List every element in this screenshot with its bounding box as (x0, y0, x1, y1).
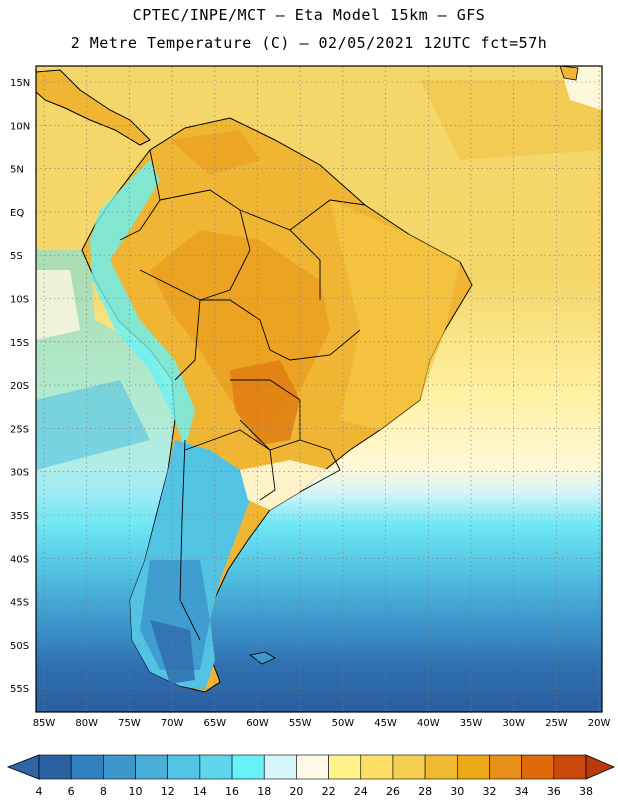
colorbar-swatch (521, 754, 555, 780)
colorbar-swatch (456, 754, 490, 780)
colorbar-swatch (296, 754, 329, 780)
lat-label: 25S (10, 424, 29, 435)
colorbar-swatch (360, 754, 394, 780)
lon-label: 80W (75, 718, 98, 729)
colorbar-right-arrow (585, 754, 616, 780)
lat-label: 10N (10, 121, 30, 132)
colorbar-swatch (199, 754, 233, 780)
colorbar-label: 10 (129, 785, 143, 798)
colorbar-swatch (489, 754, 522, 780)
lat-label: 45S (10, 598, 29, 609)
colorbar-swatch (38, 754, 72, 780)
colorbar-label: 20 (289, 785, 303, 798)
colorbar-label: 34 (515, 785, 529, 798)
lon-label: 30W (502, 718, 525, 729)
colorbar-label: 32 (482, 785, 496, 798)
colorbar-label: 18 (257, 785, 271, 798)
lon-label: 40W (417, 718, 440, 729)
lon-label: 20W (588, 718, 611, 729)
lat-label: 15N (10, 78, 30, 89)
lon-label: 70W (161, 718, 184, 729)
colorbar-label: 8 (100, 785, 107, 798)
chart-title-line1: CPTEC/INPE/MCT – Eta Model 15km – GFS (132, 6, 486, 24)
lat-label: 30S (10, 468, 29, 479)
colorbar-label: 24 (354, 785, 368, 798)
colorbar-label: 22 (322, 785, 336, 798)
lon-label: 85W (33, 718, 56, 729)
colorbar-label: 16 (225, 785, 239, 798)
colorbar-swatch (328, 754, 362, 780)
colorbar-label: 14 (193, 785, 207, 798)
colorbar-label: 36 (547, 785, 561, 798)
colorbar-swatch (167, 754, 201, 780)
lat-label: 5N (10, 165, 24, 176)
lat-label: 10S (10, 295, 29, 306)
colorbar-label: 26 (386, 785, 400, 798)
lat-label: EQ (10, 208, 24, 219)
colorbar-label: 12 (161, 785, 175, 798)
colorbar-left-arrow (6, 754, 40, 780)
colorbar-swatch (263, 754, 297, 780)
colorbar-label: 30 (450, 785, 464, 798)
colorbar-label: 38 (579, 785, 593, 798)
lat-label: 40S (10, 554, 29, 565)
lon-label: 25W (545, 718, 568, 729)
colorbar-label: 4 (36, 785, 43, 798)
map-field (36, 66, 602, 712)
lat-label: 35S (10, 511, 29, 522)
lat-label: 5S (10, 251, 23, 262)
colorbar-swatch (553, 754, 587, 780)
lat-label: 15S (10, 338, 29, 349)
lon-label: 60W (246, 718, 269, 729)
colorbar-swatch (392, 754, 426, 780)
lon-label: 75W (118, 718, 141, 729)
colorbar-swatch (231, 754, 265, 780)
lon-label: 45W (374, 718, 397, 729)
colorbar-label: 28 (418, 785, 432, 798)
colorbar-swatch (103, 754, 136, 780)
colorbar-swatch (424, 754, 458, 780)
lat-label: 20S (10, 381, 29, 392)
lat-label: 50S (10, 641, 29, 652)
colorbar-swatch (70, 754, 104, 780)
map-frame (35, 65, 603, 713)
lon-label: 50W (332, 718, 355, 729)
color-scale-bar (6, 754, 616, 780)
lat-label: 55S (10, 684, 29, 695)
lon-label: 55W (289, 718, 312, 729)
lon-label: 35W (460, 718, 483, 729)
lon-label: 65W (203, 718, 226, 729)
colorbar-swatch (135, 754, 169, 780)
colorbar-label: 6 (68, 785, 75, 798)
chart-title-line2: 2 Metre Temperature (C) – 02/05/2021 12U… (70, 34, 548, 52)
